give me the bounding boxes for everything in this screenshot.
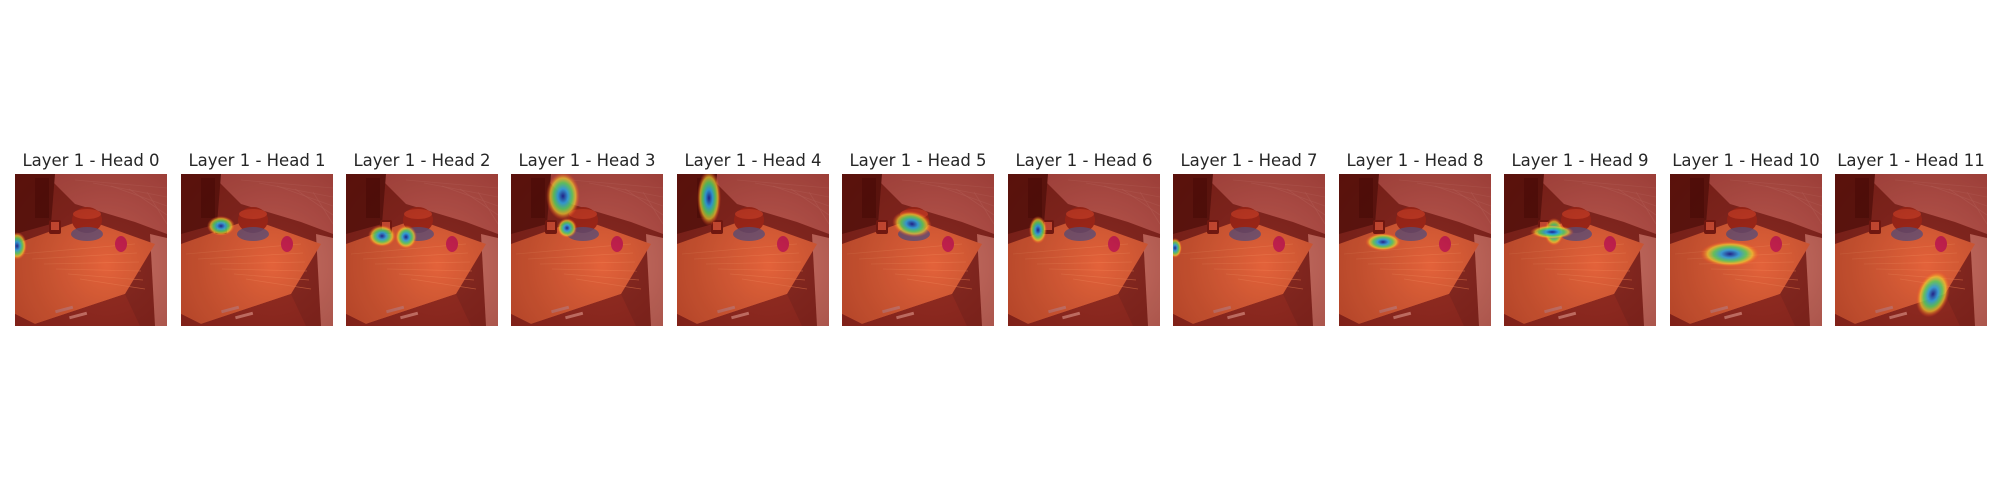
attention-overlay-image: [181, 174, 333, 326]
attention-overlay-image: [1173, 174, 1325, 326]
heatmap-panel: Layer 1 - Head 0: [15, 150, 167, 326]
panel-title: Layer 1 - Head 3: [518, 151, 656, 170]
panel-title: Layer 1 - Head 5: [849, 151, 987, 170]
heatmap-panel: Layer 1 - Head 7: [1173, 150, 1325, 326]
panel-title: Layer 1 - Head 8: [1346, 151, 1484, 170]
panel-title: Layer 1 - Head 2: [353, 151, 491, 170]
panel-title: Layer 1 - Head 10: [1672, 151, 1820, 170]
attention-overlay-image: [1835, 174, 1987, 326]
panel-title: Layer 1 - Head 9: [1511, 151, 1649, 170]
panel-title: Layer 1 - Head 6: [1015, 151, 1153, 170]
panel-title: Layer 1 - Head 0: [22, 151, 160, 170]
panel-title: Layer 1 - Head 11: [1837, 151, 1985, 170]
heatmap-panel: Layer 1 - Head 9: [1504, 150, 1656, 326]
attention-overlay-image: [511, 174, 663, 326]
attention-overlay-image: [842, 174, 994, 326]
attention-overlay-image: [1339, 174, 1491, 326]
panel-title: Layer 1 - Head 7: [1180, 151, 1318, 170]
panel-title: Layer 1 - Head 1: [188, 151, 326, 170]
heatmap-panel: Layer 1 - Head 5: [842, 150, 994, 326]
heatmap-panel: Layer 1 - Head 2: [346, 150, 498, 326]
heatmap-panel: Layer 1 - Head 1: [181, 150, 333, 326]
attention-overlay-image: [677, 174, 829, 326]
heatmap-panel: Layer 1 - Head 8: [1339, 150, 1491, 326]
heatmap-panel: Layer 1 - Head 4: [677, 150, 829, 326]
heatmap-panel: Layer 1 - Head 11: [1835, 150, 1987, 326]
panel-title: Layer 1 - Head 4: [684, 151, 822, 170]
attention-overlay-image: [1008, 174, 1160, 326]
attention-overlay-image: [1670, 174, 1822, 326]
attention-overlay-image: [1504, 174, 1656, 326]
heatmap-panel: Layer 1 - Head 6: [1008, 150, 1160, 326]
heatmap-panel: Layer 1 - Head 10: [1670, 150, 1822, 326]
attention-overlay-image: [15, 174, 167, 326]
heatmap-panel: Layer 1 - Head 3: [511, 150, 663, 326]
attention-overlay-image: [346, 174, 498, 326]
